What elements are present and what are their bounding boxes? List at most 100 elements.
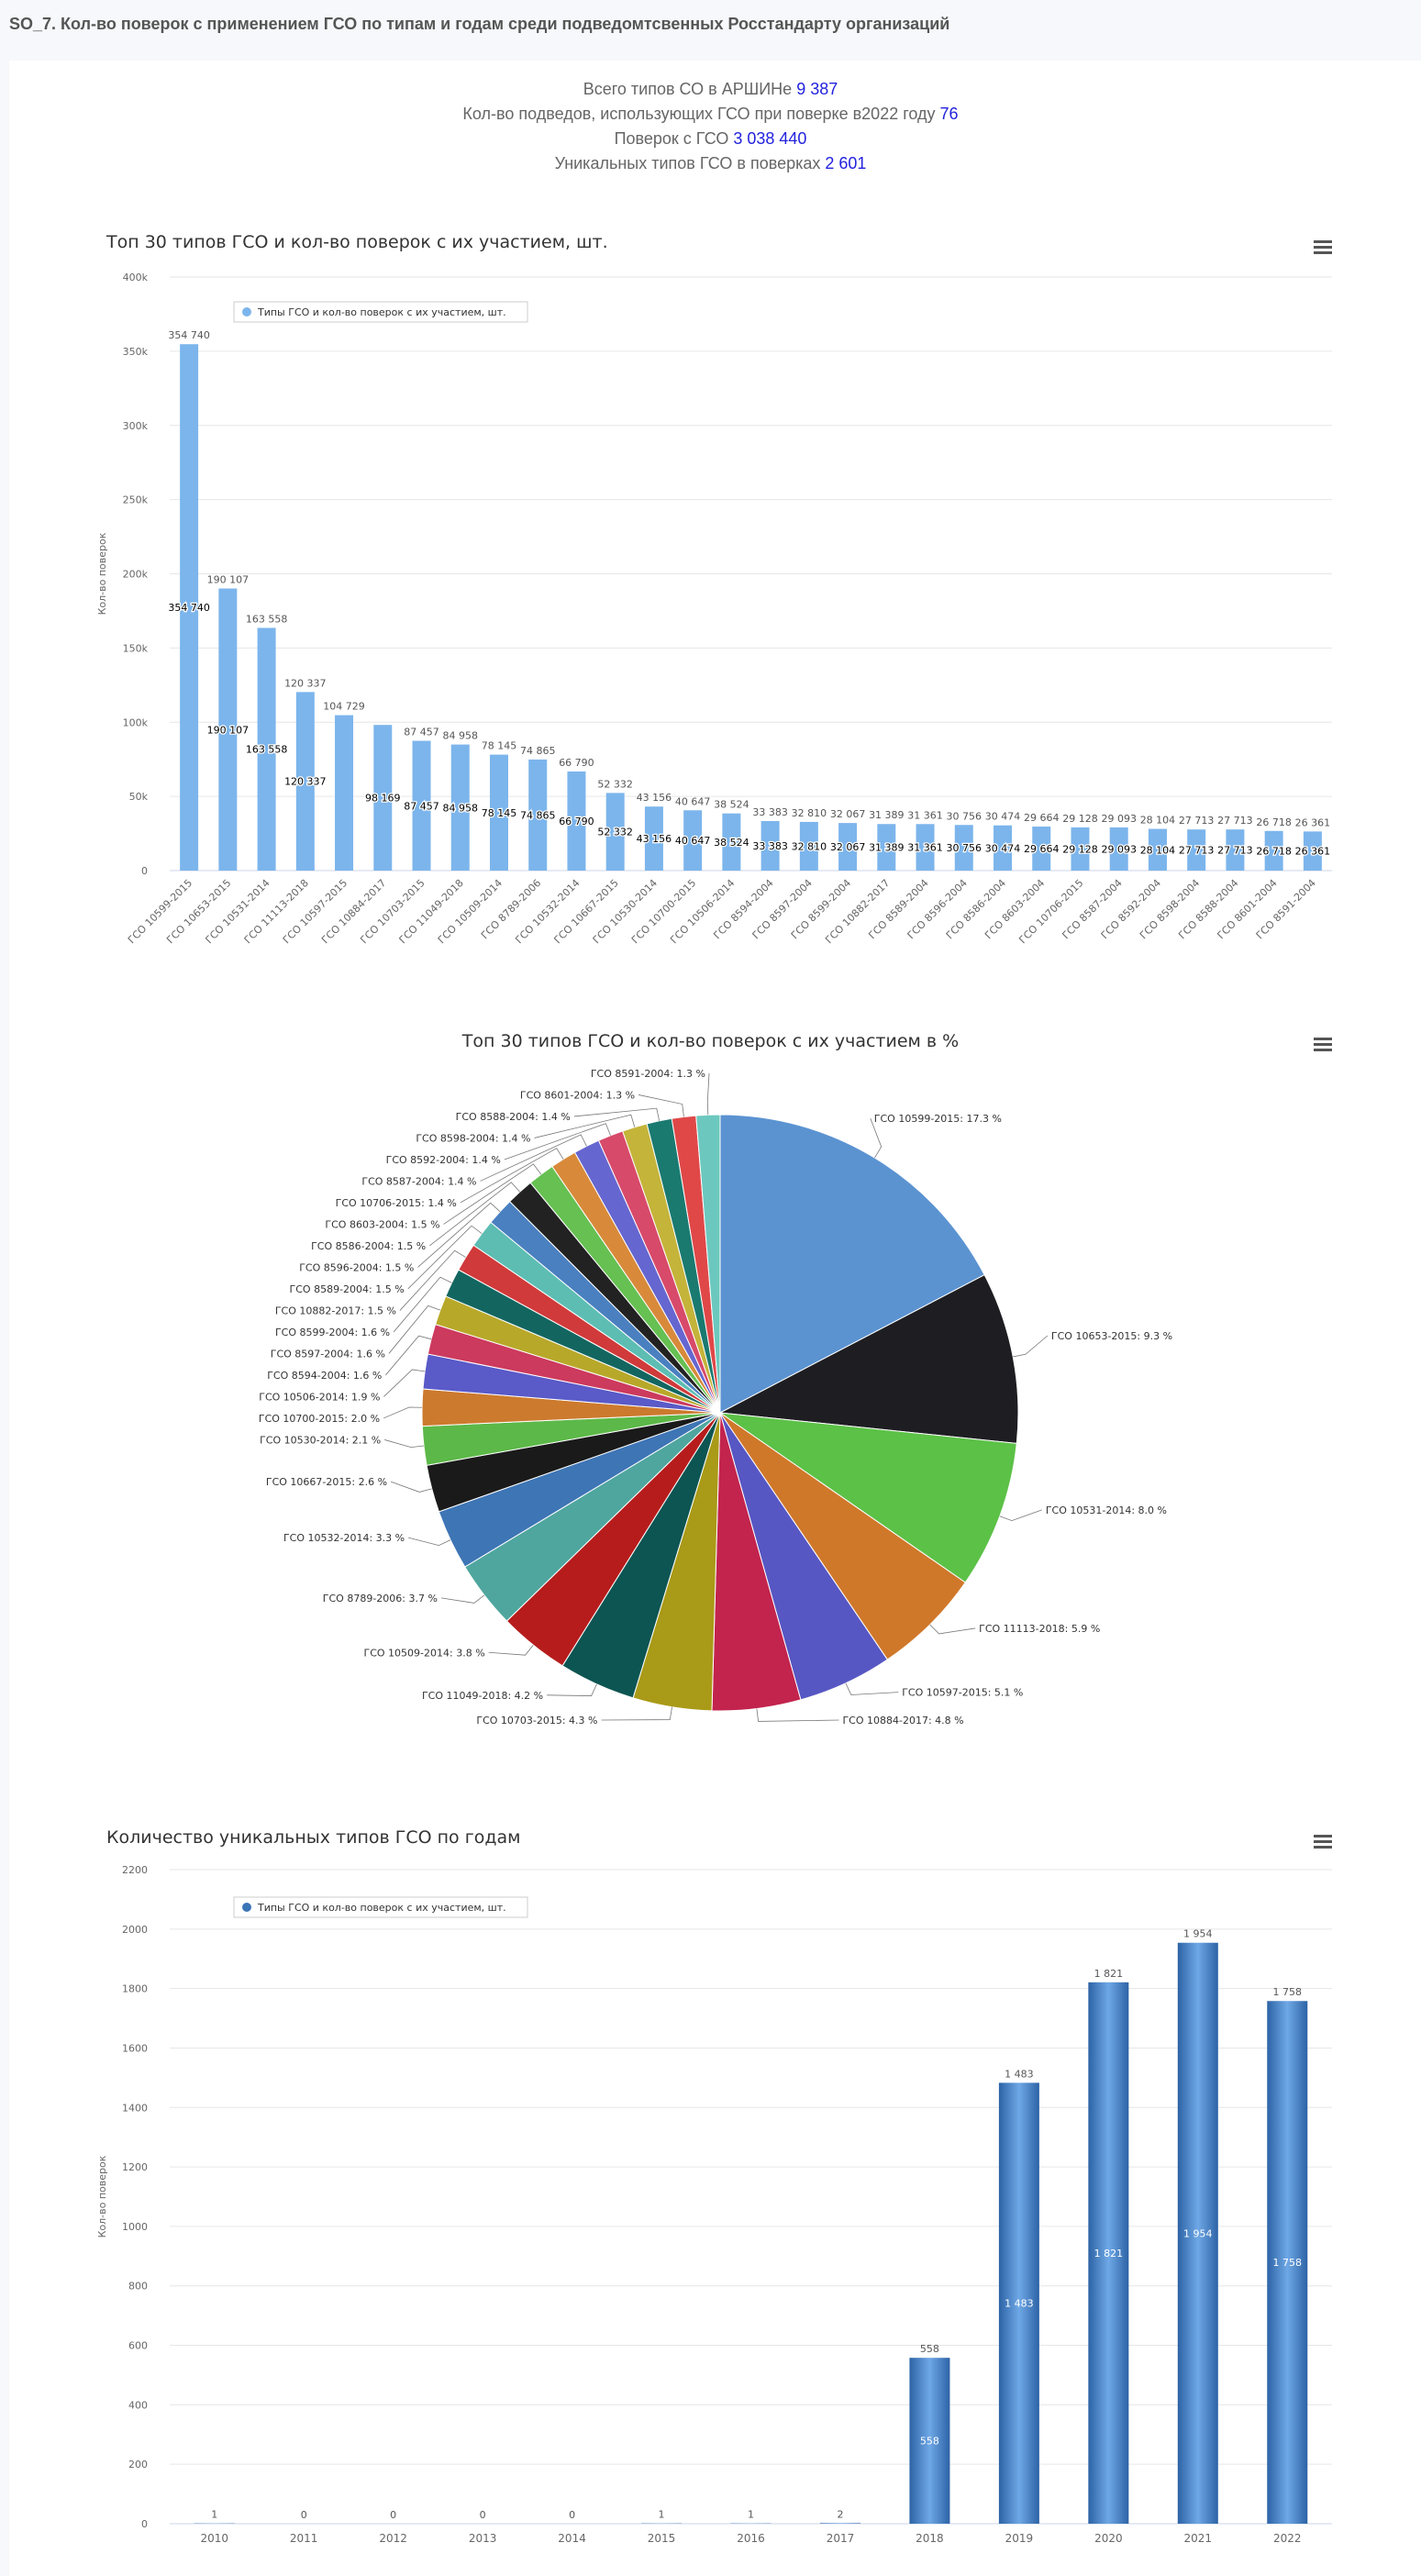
pie-label: ГСО 8587-2004: 1.4 % <box>361 1175 476 1187</box>
bar-inner-label: 29 664 <box>1024 843 1060 855</box>
bar <box>1109 827 1128 871</box>
bar-value-label: 26 361 <box>1295 816 1331 828</box>
bar <box>954 825 973 871</box>
bar <box>644 806 663 871</box>
pie-connector <box>417 1202 501 1268</box>
chart3-title: Количество уникальных типов ГСО по годам <box>106 1827 521 1848</box>
y-tick-label: 800 <box>128 2281 148 2293</box>
bar-value-label: 29 093 <box>1101 813 1137 825</box>
bar <box>1303 831 1322 871</box>
pie-slice <box>719 1412 1017 1583</box>
chart1-menu-button[interactable] <box>1314 240 1332 254</box>
summary-stats: Всего типов СО в АРШИНе 9 387 Кол-во под… <box>0 77 1421 176</box>
pie-label: ГСО 10703-2015: 4.3 % <box>476 1715 597 1727</box>
bar-value-label: 30 756 <box>947 810 982 822</box>
pie-connector <box>638 1094 684 1117</box>
bar-inner-label: 190 107 <box>207 724 250 736</box>
x-tick-label: 2022 <box>1273 2532 1302 2545</box>
bar-value-label: 32 810 <box>792 807 827 819</box>
pie-label: ГСО 10884-2017: 4.8 % <box>842 1715 963 1727</box>
bar-inner-label: 33 383 <box>752 840 788 852</box>
bar-value-label: 66 790 <box>559 757 594 769</box>
y-tick-label: 0 <box>141 2518 148 2530</box>
pie-label: ГСО 8592-2004: 1.4 % <box>386 1154 501 1166</box>
y-tick-label: 400k <box>123 272 149 283</box>
bar-value-label: 104 729 <box>323 701 365 713</box>
pie-connector <box>573 1107 661 1121</box>
chart2-menu-button[interactable] <box>1314 1038 1332 1051</box>
pie-connector <box>383 1406 423 1419</box>
pie-label: ГСО 10506-2014: 1.9 % <box>259 1391 380 1403</box>
bar-value-label: 1 954 <box>1183 1928 1213 1940</box>
pie-connector <box>547 1683 597 1696</box>
y-tick-label: 1400 <box>122 2102 148 2114</box>
stat-unique-types: Уникальных типов ГСО в поверках 2 601 <box>0 151 1421 176</box>
page-title: SO_7. Кол-во поверок с применением ГСО п… <box>9 15 950 33</box>
pie-label: ГСО 8594-2004: 1.6 % <box>267 1370 382 1382</box>
pie-label: ГСО 10509-2014: 3.8 % <box>364 1647 485 1659</box>
bar-value-label: 1 <box>211 2509 217 2521</box>
bar-value-label: 1 <box>748 2509 754 2521</box>
bar-inner-label: 1 758 <box>1273 2257 1303 2269</box>
bar-inner-label: 78 145 <box>482 807 517 819</box>
pie-label: ГСО 10530-2014: 2.1 % <box>260 1434 381 1446</box>
bar <box>1148 828 1167 871</box>
chart-legend: Типы ГСО и кол-во поверок с их участием,… <box>233 1896 528 1918</box>
bar-inner-label: 30 756 <box>947 842 982 854</box>
bar-value-label: 43 156 <box>637 792 672 804</box>
pie-label: ГСО 8601-2004: 1.3 % <box>520 1089 635 1101</box>
bar <box>877 824 896 871</box>
legend-box <box>233 301 528 323</box>
bar-inner-label: 28 104 <box>1140 844 1176 856</box>
pie-connector <box>480 1134 587 1182</box>
pie-label: ГСО 8596-2004: 1.5 % <box>299 1261 414 1273</box>
stat-verifications: Поверок с ГСО 3 038 440 <box>0 127 1421 151</box>
bar <box>998 2082 1039 2524</box>
bar <box>909 2358 950 2524</box>
bar <box>257 627 276 871</box>
x-tick-label: 2017 <box>827 2532 855 2545</box>
bar <box>1226 829 1245 871</box>
bar <box>218 588 238 871</box>
pie-connector <box>504 1123 611 1160</box>
y-tick-label: 0 <box>141 865 148 877</box>
bar <box>916 824 935 871</box>
bar-inner-label: 1 483 <box>1005 2298 1034 2310</box>
pie-label: ГСО 10706-2015: 1.4 % <box>336 1197 457 1209</box>
stat-label: Всего типов СО в АРШИНе <box>583 80 793 98</box>
bar-value-label: 0 <box>480 2509 486 2521</box>
bar-value-label: 27 713 <box>1179 815 1215 827</box>
pie-connector <box>428 1182 521 1247</box>
pie-label: ГСО 8598-2004: 1.4 % <box>416 1132 530 1144</box>
circle-marker-icon <box>242 1903 251 1912</box>
pie-label: ГСО 10531-2014: 8.0 % <box>1046 1505 1167 1516</box>
bar-inner-label: 29 128 <box>1062 843 1098 855</box>
pie-label: ГСО 8603-2004: 1.5 % <box>325 1218 439 1230</box>
pie-slice <box>719 1114 985 1414</box>
bar <box>605 793 625 871</box>
y-tick-label: 300k <box>123 420 149 432</box>
stat-value: 76 <box>939 105 959 123</box>
bar-inner-label: 38 524 <box>714 837 749 849</box>
bar-inner-label: 31 389 <box>869 842 905 854</box>
bar-inner-label: 31 361 <box>907 842 943 854</box>
bar-value-label: 1 821 <box>1094 1968 1124 1980</box>
bar-value-label: 27 713 <box>1217 815 1253 827</box>
bar <box>489 754 508 871</box>
y-tick-label: 1600 <box>122 2042 148 2054</box>
pie-connector <box>999 1509 1042 1522</box>
pie-connector <box>870 1117 883 1159</box>
pie-label: ГСО 8599-2004: 1.6 % <box>275 1327 390 1338</box>
pie-connector <box>399 1249 466 1311</box>
x-tick-label: 2016 <box>737 2532 765 2545</box>
bar-inner-label: 74 865 <box>520 809 556 821</box>
y-tick-label: 200 <box>128 2459 148 2471</box>
bar-value-label: 0 <box>301 2509 307 2521</box>
pie-connector <box>390 1481 432 1493</box>
bar-value-label: 1 758 <box>1273 1986 1303 1998</box>
pie-connector <box>1013 1335 1049 1358</box>
chart3-menu-button[interactable] <box>1314 1835 1332 1849</box>
bar <box>450 744 470 871</box>
bar <box>1177 1942 1218 2524</box>
y-tick-label: 2200 <box>122 1864 148 1876</box>
